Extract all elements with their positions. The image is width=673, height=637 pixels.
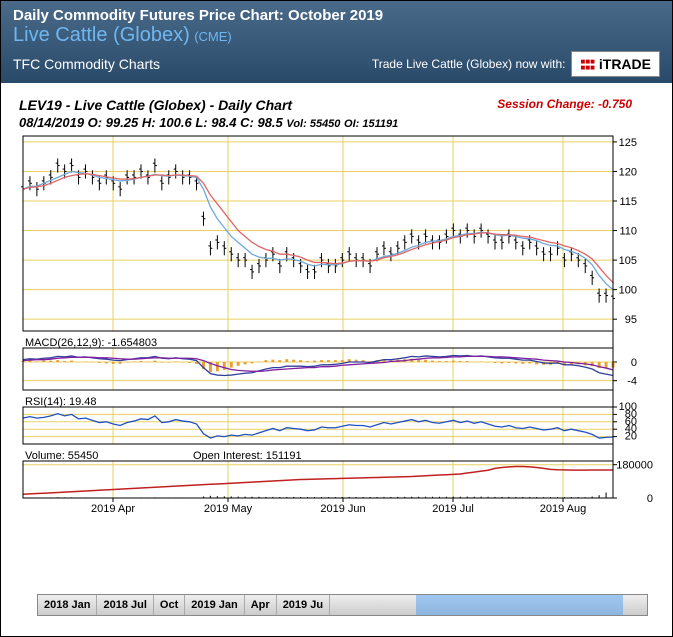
tfc-label: TFC Commodity Charts xyxy=(13,56,160,72)
chart-svg[interactable]: 95 100 105 110 115 120 125 MACD(26,12,9): -1.65… xyxy=(19,130,657,590)
header-row2: TFC Commodity Charts Trade Live Cattle (… xyxy=(13,47,660,77)
itrade-button[interactable]: ■■■■■■ iTRADE xyxy=(571,51,660,77)
svg-text:2019 Jul: 2019 Jul xyxy=(432,503,474,515)
svg-text:0: 0 xyxy=(647,493,653,505)
svg-text:2019 Apr: 2019 Apr xyxy=(91,503,135,515)
svg-text:2019 May: 2019 May xyxy=(204,503,253,515)
svg-text:MACD(26,12,9): -1.654803: MACD(26,12,9): -1.654803 xyxy=(25,337,157,349)
svg-text:0: 0 xyxy=(631,357,637,369)
svg-text:115: 115 xyxy=(619,196,637,208)
svg-text:100: 100 xyxy=(619,285,637,297)
nav-tick[interactable]: 2018 Jul xyxy=(97,595,153,615)
chart-container: Daily Commodity Futures Price Chart: Oct… xyxy=(0,0,673,637)
exchange: (CME) xyxy=(194,29,232,44)
nav-tick[interactable]: 2019 Ju xyxy=(277,595,330,615)
svg-text:2019 Aug: 2019 Aug xyxy=(540,503,587,515)
svg-text:2019 Jun: 2019 Jun xyxy=(320,503,365,515)
ohlc-line: 08/14/2019 O: 99.25 H: 100.6 L: 98.4 C: … xyxy=(19,115,666,130)
nav-tick[interactable]: Oct xyxy=(154,595,185,615)
svg-text:110: 110 xyxy=(619,226,637,238)
trade-cta: Trade Live Cattle (Globex) now with: ■■■… xyxy=(372,51,660,77)
svg-text:Open Interest: 151191: Open Interest: 151191 xyxy=(193,450,302,462)
instrument-name: Live Cattle (Globex) xyxy=(13,24,190,46)
svg-text:95: 95 xyxy=(625,314,637,326)
svg-text:180000: 180000 xyxy=(616,460,653,472)
nav-tick[interactable]: Apr xyxy=(245,595,277,615)
header: Daily Commodity Futures Price Chart: Oct… xyxy=(1,1,672,83)
svg-text:-4: -4 xyxy=(627,376,637,388)
svg-text:120: 120 xyxy=(619,166,637,178)
svg-text:RSI(14): 19.48: RSI(14): 19.48 xyxy=(25,396,97,408)
nav-tick[interactable]: 2018 Jan xyxy=(38,595,97,615)
svg-text:125: 125 xyxy=(619,137,637,149)
svg-text:Volume: 55450: Volume: 55450 xyxy=(25,450,98,462)
session-change: Session Change: -0.750 xyxy=(497,97,632,111)
svg-text:100: 100 xyxy=(619,401,637,413)
chart-header-row: Session Change: -0.750 LEV19 - Live Catt… xyxy=(19,97,666,113)
chart-area: Session Change: -0.750 LEV19 - Live Catt… xyxy=(1,83,672,620)
nav-tick[interactable]: 2019 Jan xyxy=(185,595,244,615)
trade-now-text: Trade Live Cattle (Globex) now with: xyxy=(372,57,566,71)
svg-text:105: 105 xyxy=(619,255,637,267)
nav-bar[interactable]: 2018 Jan2018 JulOct2019 JanApr2019 Ju xyxy=(37,594,648,616)
header-instrument-row: Live Cattle (Globex) (CME) xyxy=(13,24,660,47)
header-title: Daily Commodity Futures Price Chart: Oct… xyxy=(13,7,660,24)
